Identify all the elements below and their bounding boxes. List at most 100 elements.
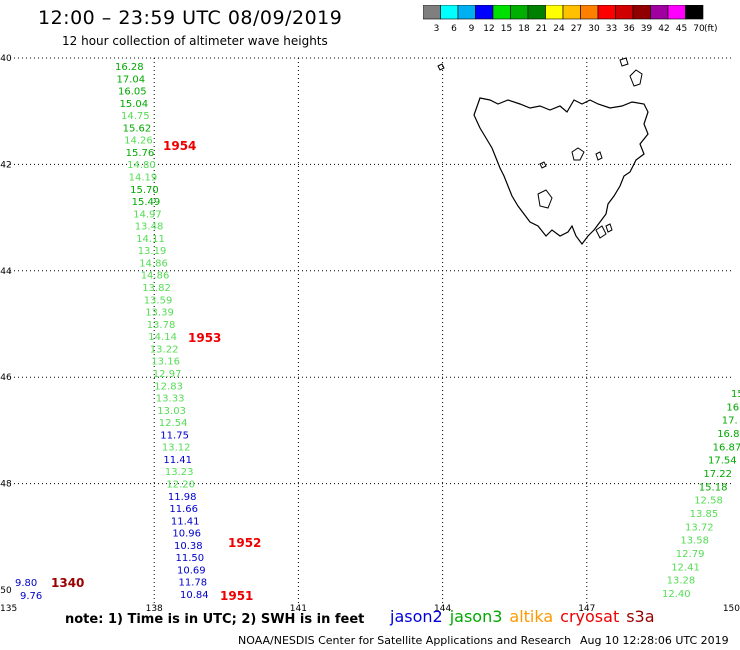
swh-label-east: 17.22 — [703, 469, 732, 480]
altimeter-map: -40 -42 -44 -46 -48 -50 135 138 141 144 147 150 16.2… — [0, 54, 740, 612]
swh-label-west: 13.16 — [151, 357, 180, 368]
colorbar-label: 12 — [483, 24, 494, 34]
colorbar-swatch — [685, 5, 704, 20]
legend-entry-cryosat: cryosat — [560, 607, 620, 626]
lon-tick-label: 138 — [146, 604, 163, 612]
lat-tick-label: -48 — [0, 480, 12, 490]
swh-label-west: 13.03 — [157, 406, 186, 417]
swh-label-east: 12.79 — [676, 549, 705, 560]
swh-label-west: 13.59 — [144, 295, 173, 306]
colorbar-label: 15 — [501, 24, 512, 34]
swh-label-west: 15.70 — [130, 185, 159, 196]
island-outline — [595, 225, 607, 239]
swh-label-west: 14.75 — [121, 111, 150, 122]
lat-tick-label: -42 — [0, 160, 12, 170]
swh-label-west: 10.69 — [177, 565, 206, 576]
swh-label-west: 15.76 — [126, 148, 155, 159]
swh-label-west: 13.22 — [150, 344, 179, 355]
swh-label-west: 13.82 — [142, 283, 171, 294]
lat-tick-label: -50 — [0, 586, 12, 596]
swh-label-west: 15.49 — [132, 197, 161, 208]
swh-label-west: 13.48 — [135, 222, 164, 233]
island-outline — [539, 161, 547, 169]
credit-line: NOAA/NESDIS Center for Satellite Applica… — [238, 634, 572, 647]
swh-label-east: 15.18 — [699, 482, 728, 493]
swh-label-west: 12.20 — [166, 480, 195, 491]
swh-label-west: 13.12 — [162, 443, 191, 454]
wave-height-colorbar: 3 6 9 12 15 18 21 24 27 30 33 36 39 42 45 70 (ft) — [423, 5, 718, 34]
island-outline — [537, 189, 553, 209]
satellite-legend: jason2 jason3 altika cryosat s3a — [390, 607, 662, 626]
lon-tick-label: 141 — [290, 604, 307, 612]
swh-label-west: 10.84 — [180, 590, 209, 601]
lon-tick-label: 147 — [578, 604, 595, 612]
lon-tick-label: 135 — [0, 604, 17, 612]
swh-label-east: 12.41 — [671, 562, 700, 573]
time-label: 1952 — [228, 536, 261, 550]
colorbar-label: 42 — [658, 24, 669, 34]
island-outline — [571, 147, 585, 161]
tasmania-mainland — [473, 97, 649, 245]
swh-label-west: 14.97 — [133, 209, 162, 220]
swh-label-east: 17.54 — [708, 456, 737, 467]
colorbar-label: 27 — [571, 24, 582, 34]
swh-label-west: 14.26 — [124, 136, 153, 147]
colorbar-label: 33 — [606, 24, 617, 34]
time-label: 1953 — [188, 331, 221, 345]
swh-label-west: 12.54 — [159, 418, 188, 429]
swh-label-west: 11.78 — [179, 578, 208, 589]
colorbar-label: 3 — [434, 24, 440, 34]
colorbar-label: 36 — [623, 24, 635, 34]
swh-label-west: 17.04 — [117, 74, 146, 85]
time-label: 1340 — [51, 576, 84, 590]
time-label: 1951 — [220, 589, 253, 603]
map-subtitle: 12 hour collection of altimeter wave hei… — [62, 34, 328, 48]
legend-entry-s3a: s3a — [626, 607, 655, 626]
swh-label-west: 14.86 — [139, 259, 168, 270]
swh-label-east: 13.85 — [690, 509, 719, 520]
swh-label-west: 13.39 — [145, 308, 174, 319]
colorbar-label: 45 — [676, 24, 687, 34]
swh-label-west: 12.97 — [153, 369, 182, 380]
lat-tick-label: -40 — [0, 54, 12, 64]
legend-entry-jason3: jason3 — [449, 607, 503, 626]
swh-label-west: 13.78 — [147, 320, 176, 331]
swh-label-west: 10.38 — [174, 541, 203, 552]
swh-label-west: 16.28 — [115, 62, 144, 73]
island-outline — [595, 151, 603, 161]
swh-label-west: 12.83 — [154, 381, 183, 392]
swh-label-east: 17. — [722, 416, 738, 427]
lat-tick-label: -46 — [0, 373, 12, 383]
swh-label-east: 12.58 — [694, 496, 723, 507]
swh-label-west: 11.41 — [171, 516, 200, 527]
island-outline — [619, 57, 629, 67]
swh-label-west: 14.80 — [127, 160, 156, 171]
swh-label-east: 16.87 — [713, 442, 740, 453]
map-title: 12:00 – 23:59 UTC 08/09/2019 — [38, 7, 343, 29]
colorbar-label: 6 — [451, 24, 457, 34]
island-outline — [605, 223, 613, 233]
swh-label-west: 14.19 — [129, 173, 158, 184]
swh-label-west: 13.33 — [156, 394, 185, 405]
legend-entry-jason2: jason2 — [390, 607, 443, 626]
swh-label-west: 15.62 — [123, 123, 152, 134]
swh-label-west: 16.05 — [118, 87, 147, 98]
colorbar-label: 21 — [536, 24, 547, 34]
swh-label-east: 16.8 — [717, 429, 739, 440]
swh-label-east: 16 — [726, 402, 739, 413]
tasmania-coastline — [437, 57, 649, 245]
lat-tick-label: -44 — [0, 267, 12, 277]
colorbar-label: 18 — [518, 24, 530, 34]
colorbar-unit: (ft) — [704, 24, 718, 34]
swh-label-west: 11.66 — [169, 504, 198, 515]
swh-label-east: 12.40 — [662, 589, 691, 600]
swh-label-west: 11.75 — [160, 430, 189, 441]
island-outline — [629, 69, 643, 87]
lon-tick-label: 144 — [434, 604, 451, 612]
swh-label-west: 14.86 — [141, 271, 170, 282]
swh-label-west: 11.50 — [176, 553, 205, 564]
swh-label-east: 15 — [731, 389, 740, 400]
generated-timestamp: Aug 10 12:28:06 UTC 2019 — [580, 634, 729, 647]
lon-tick-label: 150 — [723, 604, 740, 612]
swh-label-east: 13.28 — [667, 576, 696, 587]
